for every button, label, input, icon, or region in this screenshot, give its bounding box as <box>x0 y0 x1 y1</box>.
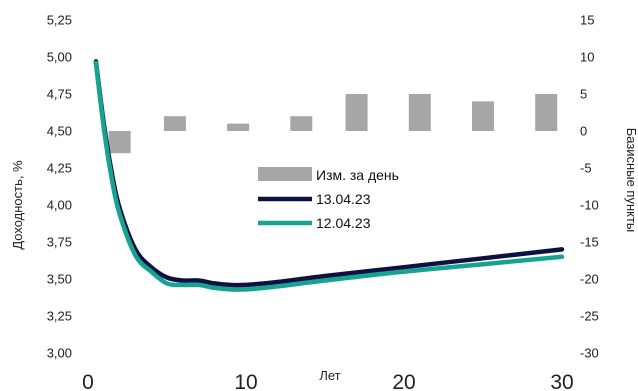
change-bar-1 <box>163 116 186 131</box>
y-left-tick-label: 4,75 <box>47 87 72 102</box>
y-left-tick-label: 3,50 <box>47 272 72 287</box>
yield-lines <box>93 59 565 292</box>
x-tick-label: 0 <box>82 371 94 391</box>
y-left-tick-label: 3,00 <box>47 346 72 361</box>
y-right-tick-label: 10 <box>580 50 594 65</box>
y-left-tick-label: 3,25 <box>47 309 72 324</box>
yield-line-12.04.23 <box>93 60 565 292</box>
daily-change-bars <box>108 94 558 154</box>
y-right-tick-label: 15 <box>580 13 594 28</box>
x-tick-label: 20 <box>392 371 415 391</box>
y-left-tick-label: 4,25 <box>47 161 72 176</box>
x-tick-label: 10 <box>234 371 257 391</box>
change-bar-4 <box>345 94 368 131</box>
legend-swatch-bar <box>258 167 312 181</box>
legend-label-line-1: 13.04.23 <box>316 191 371 207</box>
y-right-tick-label: -25 <box>580 309 599 324</box>
change-bar-3 <box>290 116 313 131</box>
y-left-tick-label: 5,25 <box>47 13 72 28</box>
change-bar-2 <box>227 123 250 131</box>
y-right-tick-label: 0 <box>580 124 587 139</box>
legend-label-bar: Изм. за день <box>316 167 399 183</box>
change-bar-6 <box>472 101 494 131</box>
y-right-tick-label: -30 <box>580 346 599 361</box>
y-right-tick-label: -5 <box>580 161 592 176</box>
y-right-tick-label: 5 <box>580 87 587 102</box>
y-left-axis-label: Доходность, % <box>10 160 25 250</box>
y-left-tick-label: 5,00 <box>47 50 72 65</box>
x-tick-label: 30 <box>550 371 573 391</box>
y-left-tick-label: 3,75 <box>47 235 72 250</box>
y-left-tick-label: 4,50 <box>47 124 72 139</box>
legend-label-line-2: 12.04.23 <box>316 215 371 231</box>
change-bar-5 <box>408 94 431 131</box>
y-right-tick-label: -15 <box>580 235 599 250</box>
y-right-tick-label: -10 <box>580 198 599 213</box>
change-bar-7 <box>535 94 558 131</box>
change-bar-0 <box>108 131 131 154</box>
y-right-axis-label: Базисные пункты <box>624 128 638 233</box>
legend: Изм. за день 13.04.23 12.04.23 <box>258 167 399 231</box>
axis-ticks: 3,00 3,25 3,50 3,75 4,00 4,25 4,50 4,75 5,00 5,25… <box>47 13 599 391</box>
y-right-tick-label: -20 <box>580 272 599 287</box>
x-axis-label: Лет <box>319 368 340 383</box>
y-left-tick-label: 4,00 <box>47 198 72 213</box>
